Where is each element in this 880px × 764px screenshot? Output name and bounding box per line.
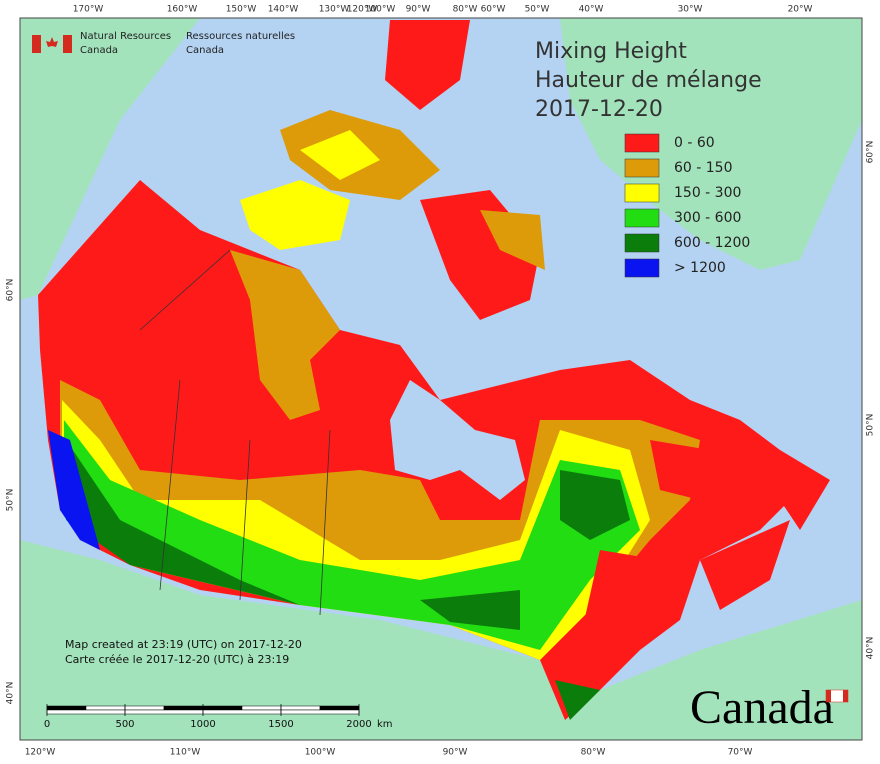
lat-label: 50°N <box>866 414 876 437</box>
legend-swatch <box>624 133 660 153</box>
dept-en: Natural Resources <box>80 31 171 42</box>
lon-label: 160°W <box>167 5 198 15</box>
lat-label: 50°N <box>6 489 16 512</box>
scale-segment <box>124 709 204 715</box>
lon-label: 40°W <box>579 5 604 15</box>
lon-label: 60°W <box>481 5 506 15</box>
scale-unit: km <box>377 719 393 730</box>
scale-segment <box>202 705 243 711</box>
scale-segment <box>280 705 321 711</box>
flag-leaf <box>46 37 58 47</box>
lon-label: 140°W <box>268 5 299 15</box>
note: Map created at 23:19 (UTC) on 2017-12-20 <box>65 638 302 651</box>
legend-swatch <box>624 233 660 253</box>
greenland <box>560 18 862 270</box>
scale-label: 2000 <box>346 719 371 730</box>
scale-segment <box>241 705 282 711</box>
wordmark-flag <box>843 690 848 702</box>
country-fr: Canada <box>186 45 224 56</box>
wordmark-flag <box>826 690 831 702</box>
lon-label: 20°W <box>788 5 813 15</box>
scale-label: 1000 <box>190 719 215 730</box>
legend-label: 300 - 600 <box>674 210 741 226</box>
lon-label: 130°W <box>319 5 350 15</box>
flag-bar <box>63 35 72 53</box>
legend-swatch <box>624 208 660 228</box>
note: Carte créée le 2017-12-20 (UTC) à 23:19 <box>65 653 289 666</box>
lat-label: 60°N <box>866 141 876 164</box>
lat-label: 40°N <box>866 637 876 660</box>
lon-label: 80°W <box>581 748 606 758</box>
band-over-1200 <box>48 430 100 550</box>
lon-label: 100°W <box>305 748 336 758</box>
dept-fr: Ressources naturelles <box>186 31 295 42</box>
date: 2017-12-20 <box>535 97 663 122</box>
arctic-band <box>300 130 380 180</box>
united-states <box>20 540 862 740</box>
maritimes <box>700 450 830 610</box>
central-band <box>230 250 340 420</box>
lon-label: 120°W <box>25 748 56 758</box>
hudson-bay <box>390 380 525 500</box>
baffin-band <box>480 210 545 270</box>
lat-label: 60°N <box>6 279 16 302</box>
lon-label: 100°W <box>365 5 396 15</box>
band-600-1200 <box>66 440 630 720</box>
flag-bar <box>32 35 41 53</box>
frame <box>19 17 863 741</box>
lon-label: 120°W <box>347 5 378 15</box>
scale-segment <box>85 705 126 711</box>
legend-label: 600 - 1200 <box>674 235 750 251</box>
lon-label: 90°W <box>443 748 468 758</box>
lat-label: 40°N <box>6 682 16 705</box>
lon-label: 110°W <box>170 748 201 758</box>
boundary <box>139 249 331 616</box>
scale-segment <box>280 709 360 715</box>
legend-swatch <box>624 158 660 178</box>
legend-label: > 1200 <box>674 260 726 276</box>
scale-segment <box>124 705 165 711</box>
lon-label: 170°W <box>73 5 104 15</box>
legend-swatch <box>624 183 660 203</box>
scale-label: 1500 <box>268 719 293 730</box>
lon-label: 50°W <box>525 5 550 15</box>
scale-segment <box>202 709 282 715</box>
title: Hauteur de mélange <box>535 68 762 93</box>
lon-label: 80°W <box>453 5 478 15</box>
lon-label: 150°W <box>226 5 257 15</box>
lon-label: 30°W <box>678 5 703 15</box>
scale-label: 500 <box>115 719 134 730</box>
scale-segment <box>46 709 126 715</box>
alaska <box>20 18 200 300</box>
ellesmere <box>385 20 470 110</box>
scale-label: 0 <box>44 719 50 730</box>
lon-label: 90°W <box>406 5 431 15</box>
arctic-band <box>240 180 350 250</box>
legend-label: 150 - 300 <box>674 185 741 201</box>
wordmark: Canada <box>690 681 834 734</box>
legend-label: 0 - 60 <box>674 135 715 151</box>
legend-swatch <box>624 258 660 278</box>
scale-segment <box>163 705 204 711</box>
title: Mixing Height <box>535 39 687 64</box>
east-red <box>580 440 710 640</box>
scale-segment <box>46 705 87 711</box>
country-en: Canada <box>80 45 118 56</box>
scale-segment <box>319 705 360 711</box>
legend-label: 60 - 150 <box>674 160 733 176</box>
lon-label: 70°W <box>728 748 753 758</box>
